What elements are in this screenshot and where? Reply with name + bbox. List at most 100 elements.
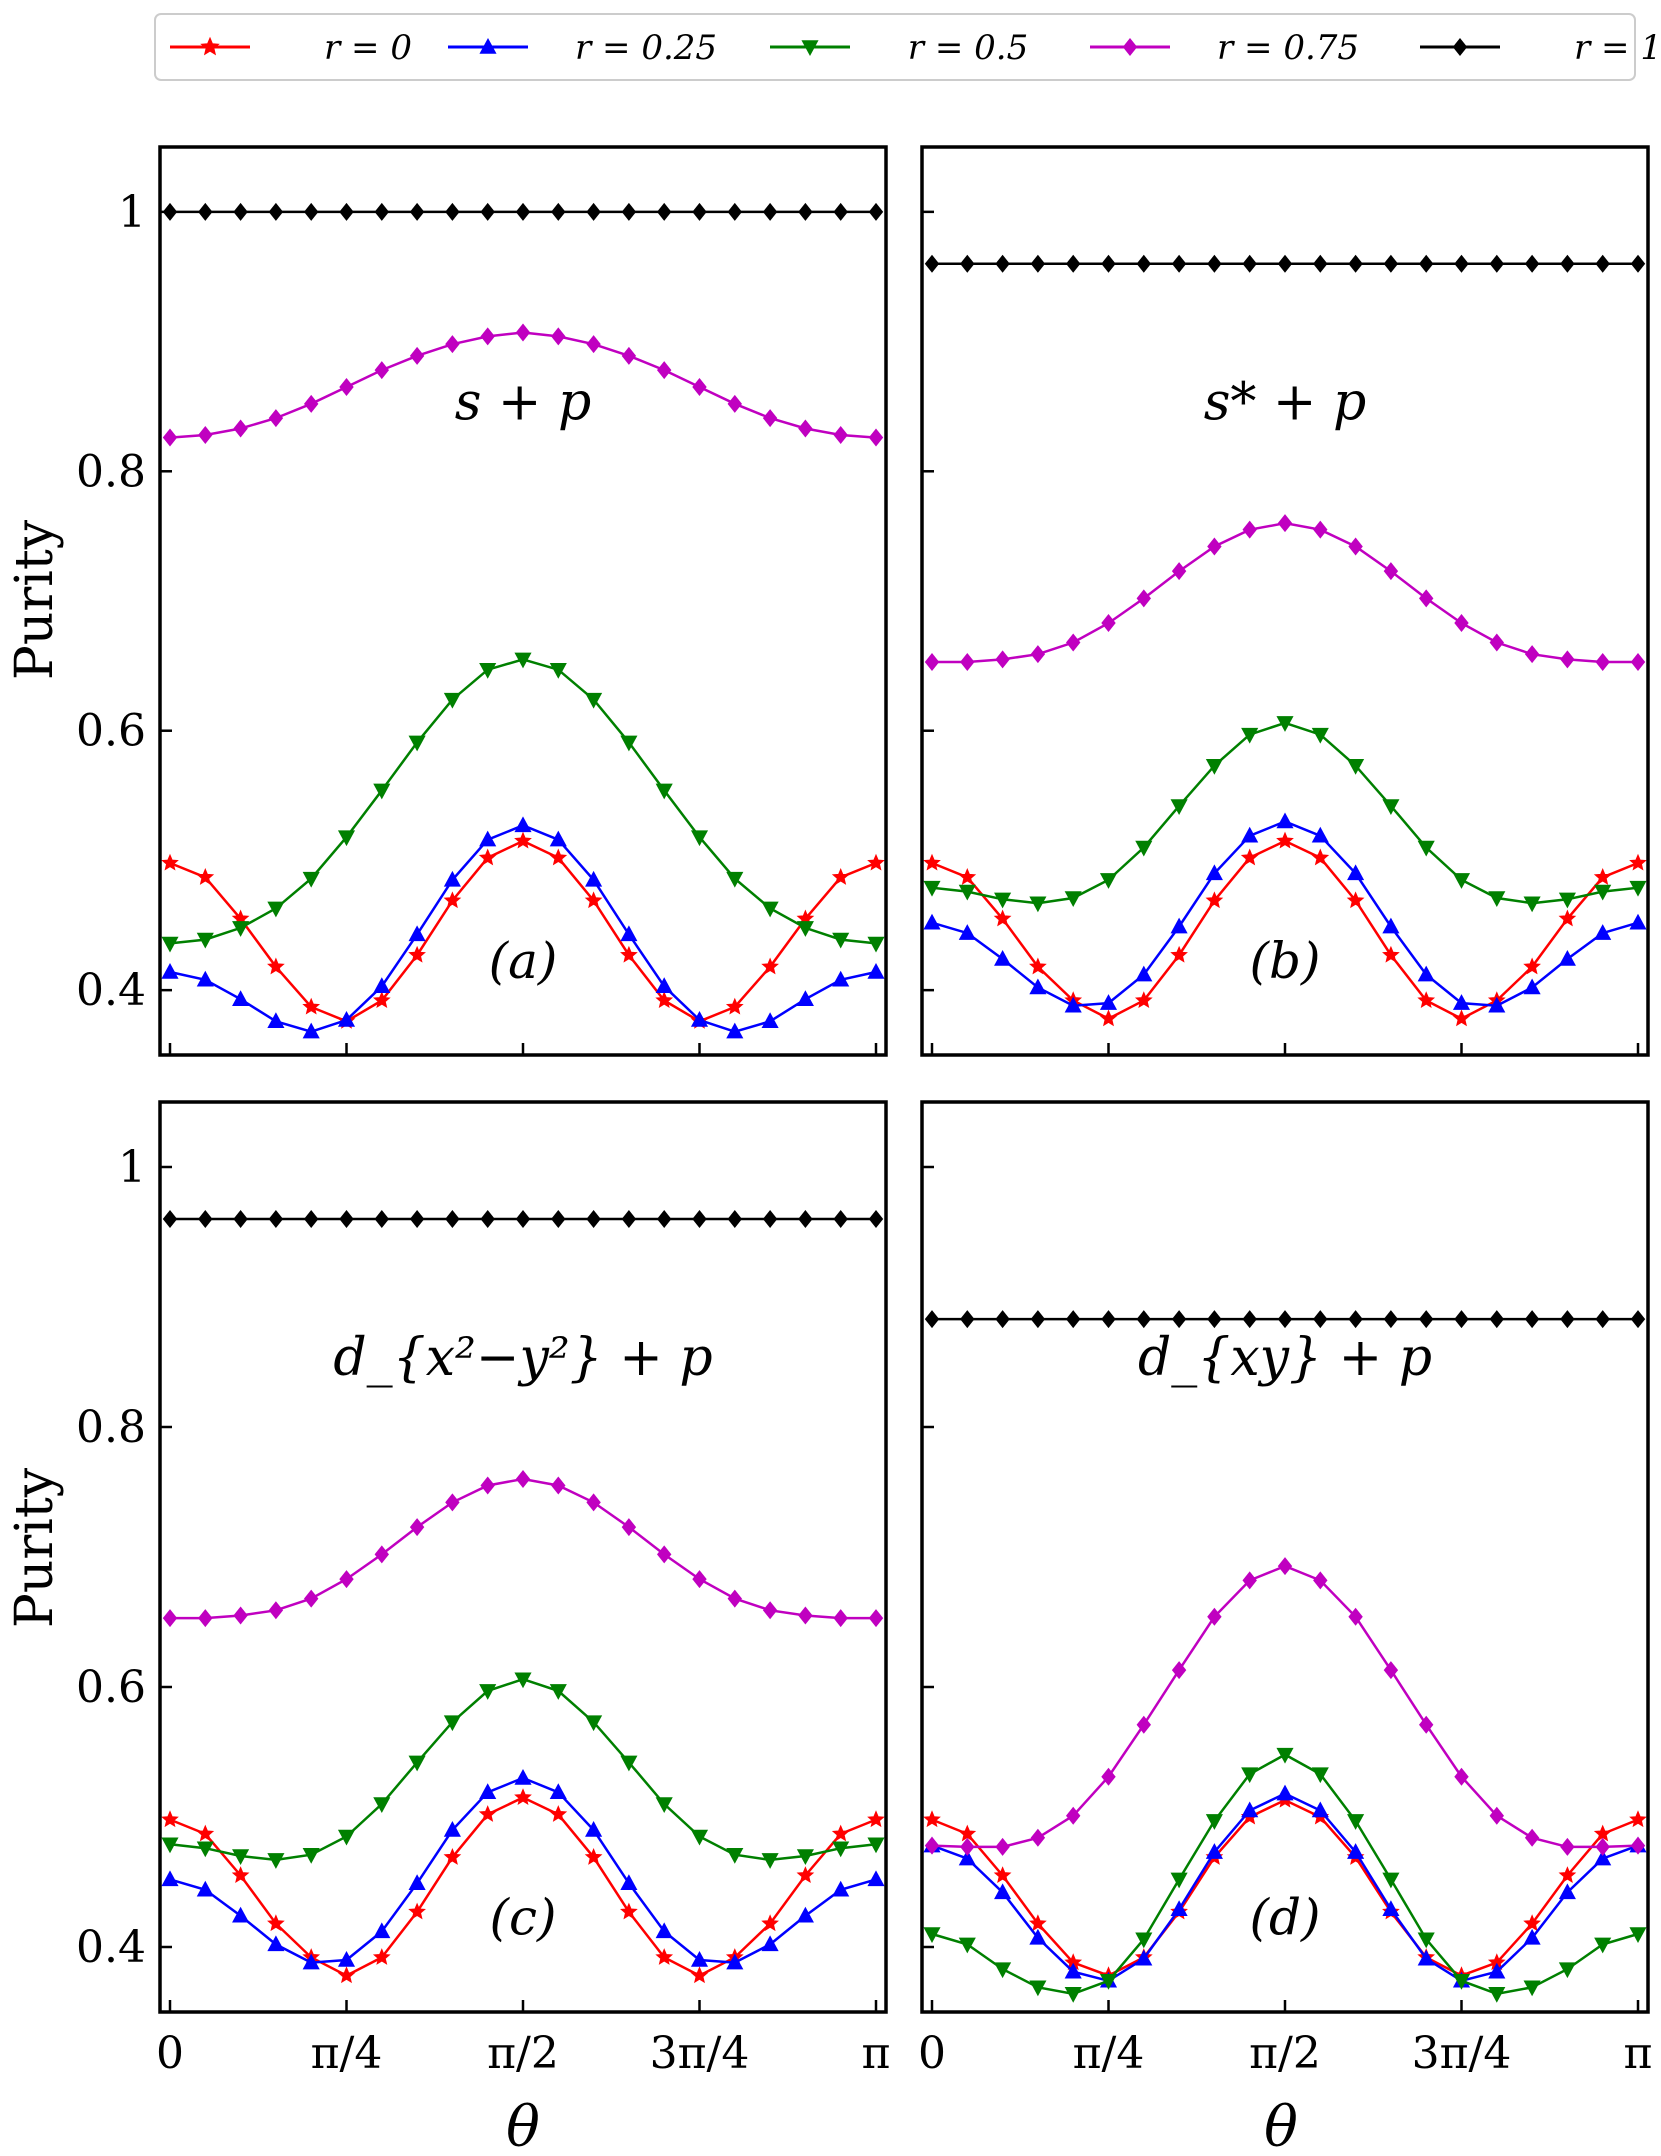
panel-frame: [920, 145, 1650, 1057]
data-point: [478, 1805, 497, 1822]
data-point: [1417, 840, 1435, 857]
data-point: [1136, 1715, 1151, 1734]
data-point: [1417, 965, 1435, 982]
data-point: [1136, 254, 1151, 273]
data-point: [1593, 867, 1612, 885]
data-point: [960, 1310, 975, 1329]
data-point: [514, 652, 532, 669]
data-point: [960, 1837, 975, 1856]
data-point: [1207, 537, 1222, 556]
data-point: [1524, 254, 1540, 273]
data-point: [162, 1210, 178, 1228]
data-point: [445, 1210, 460, 1228]
data-point: [620, 1902, 638, 1920]
data-point: [1170, 917, 1188, 934]
data-point: [1241, 1801, 1259, 1818]
data-point: [690, 830, 709, 847]
data-point: [1099, 873, 1118, 889]
x-axis-label-right: θ: [1264, 2095, 1298, 2156]
data-point: [268, 202, 284, 221]
data-point: [1454, 614, 1469, 633]
y-axis-label-bottom: Purity: [5, 1467, 65, 1628]
data-point: [1560, 650, 1575, 669]
data-point: [1383, 562, 1399, 581]
data-point: [1099, 1974, 1118, 1990]
data-point: [1101, 1767, 1116, 1786]
series-r1: [162, 202, 884, 221]
data-point: [1311, 1801, 1329, 1818]
y-tick-label: 0.8: [76, 1402, 146, 1453]
data-point: [1629, 1810, 1647, 1828]
data-point: [1419, 254, 1434, 273]
panel-frame: [920, 1100, 1650, 2014]
data-point: [1240, 848, 1259, 866]
data-point: [304, 1589, 319, 1608]
data-point: [1242, 1310, 1257, 1329]
data-point: [692, 1570, 707, 1589]
data-point: [995, 254, 1010, 273]
x-tick-label: π: [862, 2028, 891, 2079]
data-point: [1313, 520, 1328, 539]
data-point: [1382, 917, 1400, 934]
data-point: [339, 202, 354, 221]
data-point: [445, 1493, 460, 1512]
legend-label: r = 1: [1574, 28, 1661, 68]
data-point: [198, 1210, 213, 1228]
data-point: [267, 1914, 285, 1932]
data-point: [725, 997, 744, 1015]
data-point: [1629, 1927, 1647, 1943]
data-point: [515, 323, 531, 342]
data-point: [267, 957, 285, 975]
x-tick-label: 0: [156, 2028, 184, 2079]
data-point: [196, 932, 214, 949]
series-r0_75: [924, 514, 1646, 671]
data-point: [1029, 957, 1047, 975]
data-point: [1277, 254, 1293, 273]
data-point: [551, 202, 566, 221]
data-point: [868, 1210, 884, 1228]
data-point: [1558, 892, 1576, 909]
data-point: [302, 871, 320, 888]
data-point: [1135, 965, 1153, 982]
data-point: [867, 962, 885, 979]
data-point: [1029, 1928, 1047, 1945]
data-point: [1276, 1747, 1294, 1764]
data-point: [161, 936, 179, 953]
data-point: [1171, 1310, 1187, 1329]
data-point: [232, 921, 250, 937]
data-point: [655, 783, 673, 800]
data-point: [1523, 1914, 1541, 1932]
data-point: [958, 1937, 976, 1954]
data-point: [620, 735, 638, 752]
series-r0_5: [923, 716, 1647, 913]
data-point: [267, 1012, 285, 1029]
data-point: [796, 1849, 814, 1865]
data-point: [994, 892, 1012, 909]
data-point: [1241, 1767, 1259, 1784]
data-point: [1170, 799, 1188, 815]
series-r0_25: [161, 816, 885, 1039]
data-point: [762, 1210, 778, 1228]
series-r0_75: [924, 1557, 1646, 1856]
x-tick-label: 3π/4: [1412, 2028, 1512, 2079]
data-point: [1171, 1661, 1187, 1680]
data-point: [409, 1518, 425, 1537]
data-point: [1560, 254, 1575, 273]
x-axis-label-left: θ: [506, 2095, 540, 2156]
data-point: [233, 1606, 248, 1625]
data-point: [196, 970, 214, 987]
data-point: [761, 1914, 779, 1932]
data-point: [445, 335, 460, 354]
data-point: [374, 1210, 389, 1228]
data-point: [409, 202, 425, 221]
data-point: [1171, 562, 1187, 581]
data-point: [1030, 1828, 1046, 1847]
data-point: [1452, 1974, 1471, 1990]
data-point: [868, 428, 884, 447]
data-point: [924, 1310, 940, 1329]
data-point: [1558, 1866, 1577, 1884]
data-point: [867, 1837, 885, 1854]
data-point: [1489, 1806, 1504, 1825]
data-point: [374, 1545, 389, 1564]
